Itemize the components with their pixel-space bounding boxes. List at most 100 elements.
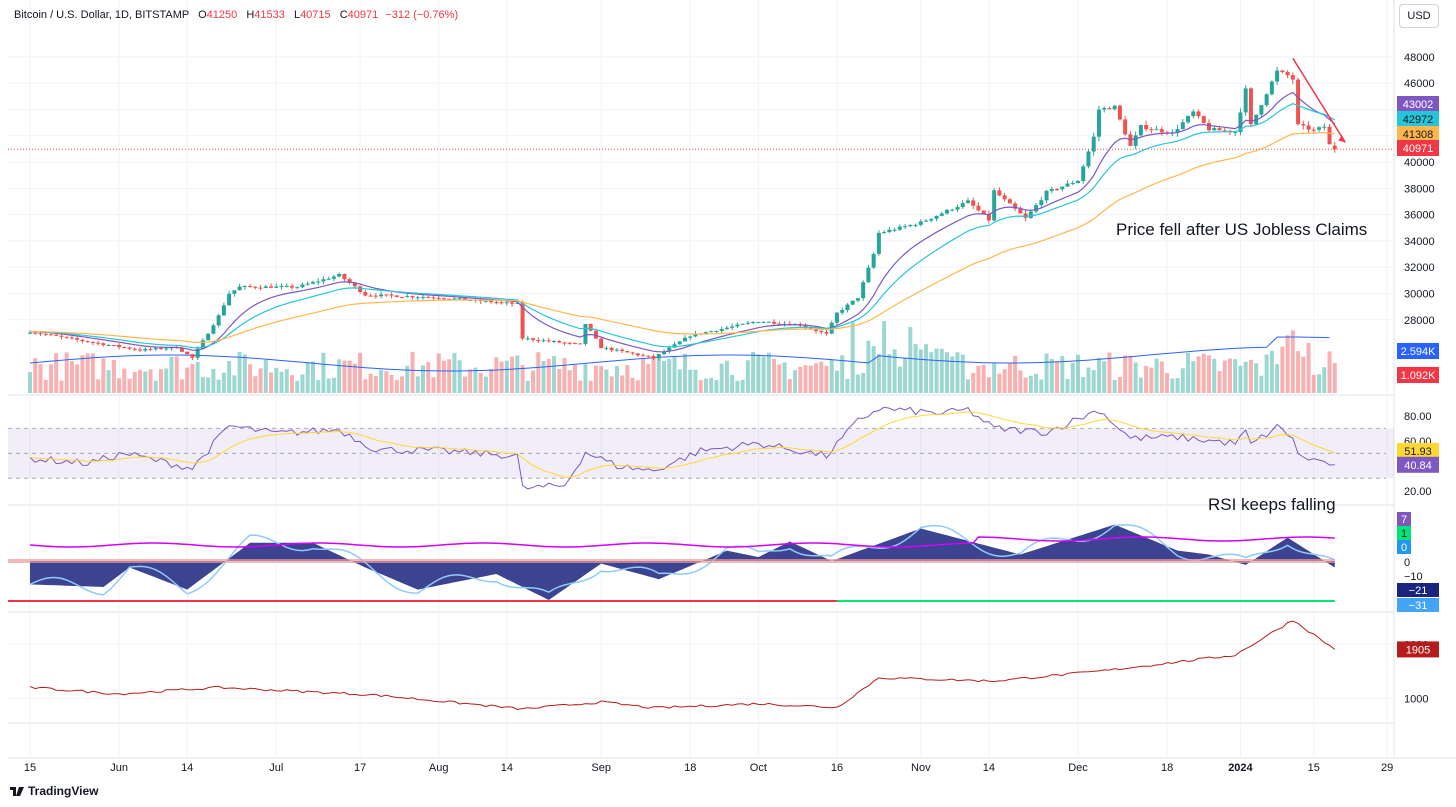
volume-bar (1306, 342, 1311, 393)
volume-bar (1044, 353, 1049, 393)
osc-label-bg (1397, 526, 1411, 540)
osc-y-tick-label: −10 (1404, 571, 1423, 583)
change-value: −312 (−0.76%) (385, 9, 459, 21)
candle-body (263, 286, 268, 289)
candle-body (1332, 145, 1337, 150)
ratio-y-tick-label: 1000 (1404, 693, 1428, 705)
volume-ma-line (29, 336, 1330, 372)
volume-bar (593, 365, 598, 393)
volume-bar (1227, 358, 1232, 393)
volume-bar (85, 353, 90, 393)
rsi-label-bg (1397, 456, 1439, 473)
trend-arrow (1292, 57, 1346, 143)
candle-body (625, 351, 630, 353)
candle-body (258, 287, 263, 289)
y-tick-label: 40000 (1404, 157, 1435, 169)
volume-bar (242, 354, 247, 393)
volume-bar (431, 377, 436, 393)
candle-body (688, 336, 693, 338)
volume-bar (159, 369, 163, 393)
volume-bar (761, 356, 766, 393)
volume-bar (939, 348, 944, 393)
candle-body (211, 325, 216, 334)
volume-bar (426, 362, 431, 393)
candle-body (583, 323, 588, 344)
x-tick-label: 15 (1308, 762, 1320, 774)
candle-body (950, 209, 955, 211)
volume-bar (48, 364, 53, 393)
volume-bar (599, 366, 604, 393)
y-tick-label: 30000 (1404, 289, 1435, 301)
volume-bar (331, 377, 336, 393)
candle-body (892, 229, 897, 231)
candle-body (824, 332, 829, 334)
candle-body (504, 302, 509, 304)
volume-ma-label: 2.594K (1401, 346, 1437, 358)
currency-button[interactable]: USD (1399, 4, 1439, 28)
candle-body (90, 342, 95, 344)
volume-bar (295, 380, 300, 393)
volume-bar (552, 356, 556, 393)
volume-bar (337, 359, 342, 393)
candle-body (630, 352, 635, 354)
volume-bar (882, 321, 887, 393)
tradingview-icon (10, 787, 24, 796)
candle-body (745, 322, 750, 324)
candle-body (913, 224, 918, 226)
candle-body (1039, 200, 1044, 206)
volume-bar (656, 355, 661, 393)
osc-label: 1 (1401, 528, 1407, 540)
ema-mid-price-label-bg (1397, 111, 1439, 127)
volume-bar (410, 351, 415, 393)
volume-bar (688, 369, 693, 393)
candle-body (876, 232, 881, 254)
candle-body (394, 295, 399, 298)
volume-bar (405, 365, 410, 393)
volume-bar (777, 364, 782, 393)
volume-bar (751, 351, 756, 393)
candle-body (337, 274, 342, 277)
candle-body (242, 285, 247, 287)
candle-body (934, 215, 939, 219)
candle-body (735, 324, 740, 327)
volume-bar (1207, 355, 1211, 393)
volume-bar (59, 380, 64, 393)
candle-body (305, 283, 310, 285)
candle-body (1096, 109, 1101, 137)
candle-body (206, 333, 211, 341)
volume-bar (1175, 378, 1180, 393)
candle-body (1180, 122, 1185, 130)
candle-body (646, 355, 651, 357)
osc-label-bg (1397, 598, 1439, 612)
candle-body (1138, 125, 1143, 136)
y-tick-label: 48000 (1404, 52, 1435, 64)
volume-bar (960, 354, 965, 393)
volume-bar (861, 372, 866, 393)
candle-body (232, 290, 237, 294)
candle-body (185, 351, 190, 355)
oscillator-zero-band (8, 559, 1335, 563)
high-label: H (246, 9, 255, 21)
volume-bar (1243, 361, 1248, 393)
ratio-label: 1905 (1406, 644, 1430, 656)
volume-bar (316, 380, 321, 393)
volume-bar (850, 321, 855, 393)
volume-bar (866, 340, 871, 393)
volume-bar (342, 360, 347, 393)
volume-bar (1170, 378, 1175, 393)
candle-body (562, 342, 567, 344)
volume-bar (1023, 377, 1028, 393)
candle-body (850, 300, 855, 305)
volume-bar (965, 379, 970, 393)
candle-body (431, 297, 436, 299)
candle-body (693, 333, 698, 337)
volume-bar (955, 352, 960, 393)
candle-body (1091, 136, 1096, 152)
volume-bar (572, 364, 577, 393)
rsi-ma-line (29, 411, 1335, 478)
candle-body (1301, 124, 1306, 126)
candle-body (200, 340, 205, 349)
volume-bar (1280, 346, 1285, 393)
candle-body (400, 297, 405, 299)
volume-bar (321, 352, 326, 393)
